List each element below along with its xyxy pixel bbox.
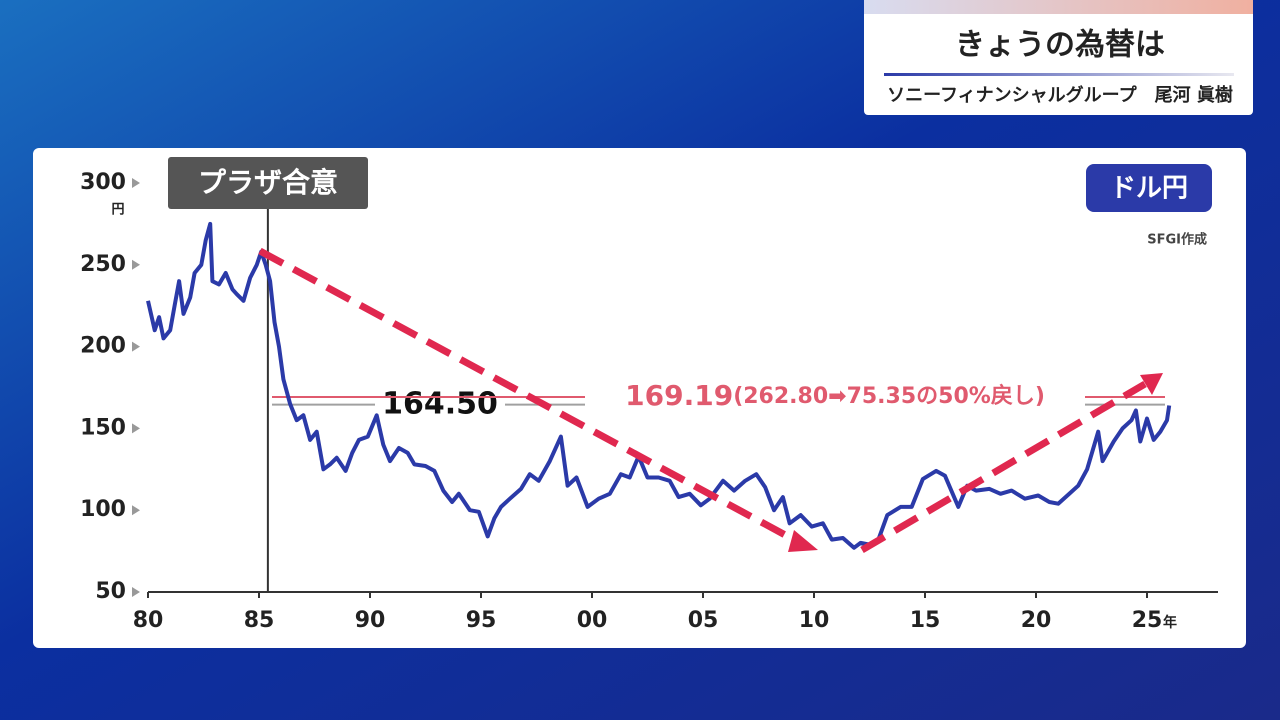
reference-note: (262.80➡75.35の50%戻し) xyxy=(733,383,1045,409)
x-tick-label: 10 xyxy=(799,608,830,633)
x-tick-label: 90 xyxy=(355,608,386,633)
header-strip xyxy=(864,0,1253,14)
y-tick-label: 250 xyxy=(80,252,126,277)
y-tick-mark xyxy=(132,259,140,270)
arrow-head xyxy=(1140,373,1163,395)
header-title: きょうの為替は xyxy=(955,28,1165,63)
x-tick-label: 80 xyxy=(133,608,164,633)
x-tick-label: 05 xyxy=(688,608,719,633)
header-box xyxy=(864,0,1253,115)
y-tick-mark xyxy=(132,178,140,188)
up-arrow xyxy=(860,380,1147,554)
y-tick-mark xyxy=(132,341,140,352)
reference-label: 164.50 xyxy=(382,386,498,421)
x-tick-label: 25 xyxy=(1132,608,1163,633)
x-tick-label: 85 xyxy=(244,608,275,633)
y-tick-label: 150 xyxy=(80,415,126,440)
x-tick-label: 15 xyxy=(910,608,941,633)
x-tick-label: 20 xyxy=(1021,608,1052,633)
down-arrow xyxy=(258,247,802,547)
arrow-head xyxy=(788,530,818,552)
trend-arrows xyxy=(258,247,1147,554)
header-rule xyxy=(884,73,1234,76)
plaza-label: プラザ合意 xyxy=(198,166,338,199)
x-tick-label: 00 xyxy=(577,608,608,633)
reference-label-bg xyxy=(585,379,1085,416)
y-tick-mark xyxy=(132,505,140,516)
badge-text: ドル円 xyxy=(1110,174,1188,204)
x-unit: 年 xyxy=(1163,614,1177,631)
y-tick-label: 200 xyxy=(80,334,126,359)
y-tick-mark xyxy=(132,587,140,597)
source: SFGI作成 xyxy=(1147,232,1207,248)
header-subtitle: ソニーフィナンシャルグループ 尾河 眞樹 xyxy=(887,84,1233,106)
y-unit: 円 xyxy=(111,203,124,218)
plaza-label-bg xyxy=(168,157,368,209)
y-tick-label: 300 xyxy=(80,170,126,195)
reference-label: 169.19(262.80➡75.35の50%戻し) xyxy=(625,379,1045,412)
y-tick-label: 100 xyxy=(80,497,126,522)
y-tick-label: 50 xyxy=(95,579,126,604)
reference-value: 164.50 xyxy=(382,386,498,421)
reference-value: 169.19 xyxy=(625,379,733,412)
reference-label-bg xyxy=(375,386,505,423)
y-tick-mark xyxy=(132,423,140,434)
price-line xyxy=(146,221,1172,550)
badge xyxy=(1086,164,1212,212)
x-tick-label: 95 xyxy=(466,608,497,633)
plot: 50 100 150 200 250 300 円 80 85 90 95 00 05 10 15 20 25 年 1… xyxy=(80,157,1218,633)
